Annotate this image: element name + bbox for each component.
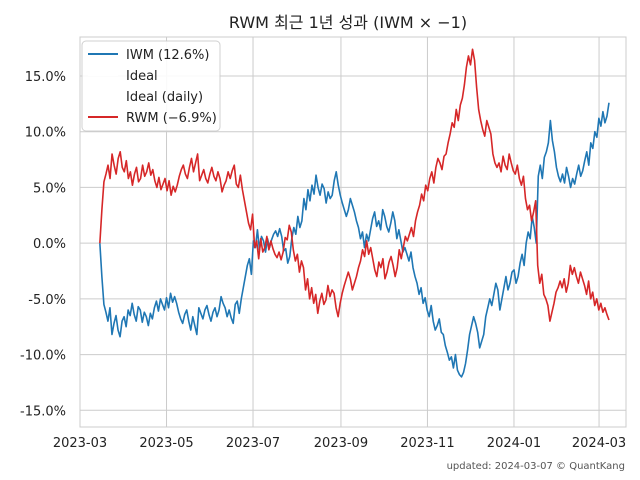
updated-footer: updated: 2024-03-07 © QuantKang: [447, 461, 625, 472]
y-tick-label: -15.0%: [20, 404, 66, 419]
x-axis: 2023-03 2023-05 2023-07 2023-09 2023-11 2024-…: [53, 436, 626, 451]
y-tick-label: 0.0%: [33, 237, 66, 252]
grid-lines: [79, 37, 626, 427]
legend-box: [81, 40, 221, 132]
y-axis: 15.0% 10.0% 5.0% 0.0% -5.0% -10.0% -15.0%: [20, 70, 66, 419]
x-tick-label: 2023-03: [53, 436, 107, 451]
x-tick-label: 2023-07: [226, 436, 280, 451]
y-tick-label: 10.0%: [25, 126, 66, 141]
series-layer: [99, 48, 610, 378]
series-line-3: [99, 48, 610, 322]
legend-label-ideal-daily: Ideal (daily): [126, 90, 203, 105]
legend-label-rwm: RWM (−6.9%): [126, 111, 217, 126]
x-tick-label: 2024-03: [572, 436, 626, 451]
y-tick-label: 15.0%: [25, 70, 66, 85]
chart-title: RWM 최근 1년 성과 (IWM × −1): [229, 13, 467, 32]
legend-label-iwm: IWM (12.6%): [126, 48, 209, 63]
y-tick-label: 5.0%: [33, 181, 66, 196]
legend: IWM (12.6%) Ideal Ideal (daily) RWM (−6.…: [81, 40, 221, 132]
x-tick-label: 2023-05: [139, 436, 193, 451]
y-tick-label: -10.0%: [20, 349, 66, 364]
legend-label-ideal: Ideal: [126, 69, 158, 84]
x-tick-label: 2023-11: [400, 436, 454, 451]
x-tick-label: 2023-09: [314, 436, 368, 451]
series-line-0: [99, 102, 610, 378]
y-tick-label: -5.0%: [28, 293, 66, 308]
x-tick-label: 2024-01: [487, 436, 541, 451]
